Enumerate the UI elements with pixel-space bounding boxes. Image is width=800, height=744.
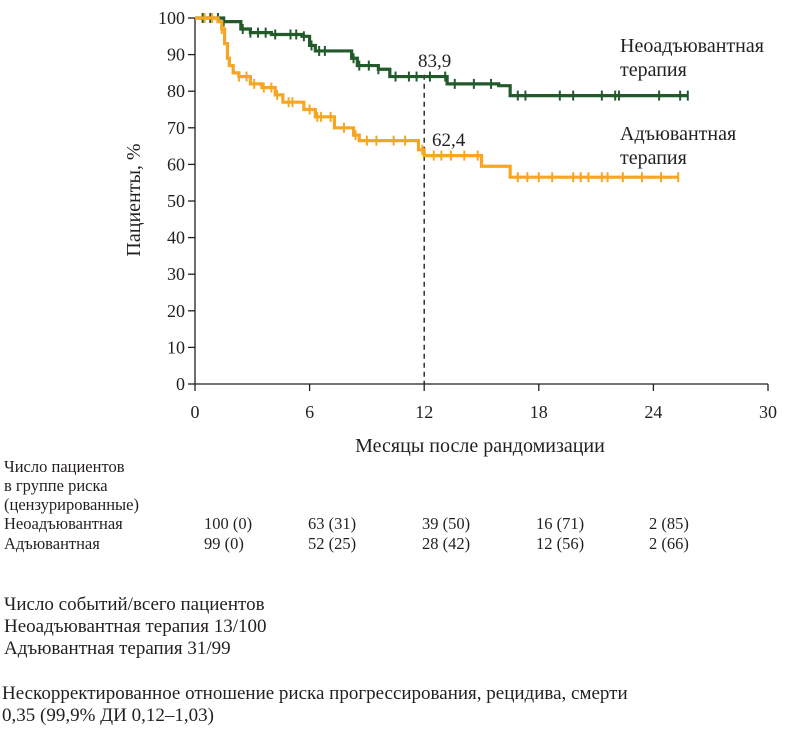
y-tick-label: 80 [167, 81, 185, 101]
hazard-ratio: Нескорректированное отношение риска прог… [2, 683, 628, 727]
x-tick-label: 6 [305, 402, 314, 422]
risk-cell: 2 (85) [649, 514, 689, 533]
risk-header-line: Число пациентов [4, 457, 125, 476]
survival-line [195, 16, 679, 179]
risk-cell: 12 (56) [536, 534, 585, 553]
risk-cell: 39 (50) [422, 514, 471, 533]
x-tick-label: 30 [759, 402, 777, 422]
hazard-line-2: 0,35 (99,9% ДИ 0,12–1,03) [2, 705, 214, 726]
risk-cell: 63 (31) [308, 514, 357, 533]
series-label: Адъювантная [620, 123, 736, 145]
y-tick-label: 10 [167, 337, 185, 357]
risk-header-line: (цензурированные) [4, 495, 139, 514]
risk-cell: 99 (0) [204, 534, 244, 553]
y-tick-label: 30 [167, 264, 185, 284]
risk-table-header: Число пациентов в группе риска (цензурир… [4, 457, 139, 514]
y-tick-label: 70 [167, 118, 185, 138]
events-neo: Неоадъювантная терапия 13/100 [4, 616, 267, 637]
axes: 0 10 20 30 40 50 60 70 80 90 100 0 6 12 18 24 30 [158, 8, 777, 422]
y-tick-label: 60 [167, 154, 185, 174]
hazard-line-1: Нескорректированное отношение риска прог… [2, 683, 628, 704]
risk-cell: 100 (0) [204, 514, 253, 533]
y-axis-label: Пациенты, % [123, 143, 145, 256]
events-adj: Адъювантная терапия 31/99 [4, 638, 231, 659]
risk-table: Число пациентов в группе риска (цензурир… [4, 457, 689, 554]
risk-row-neo: Неоадъювантная 100 (0) 63 (31) 39 (50) 1… [4, 514, 689, 534]
y-tick-label: 100 [158, 8, 185, 28]
risk-cell: 52 (25) [308, 534, 357, 553]
risk-header-line: в группе риска [4, 476, 108, 495]
risk-row-label: Адъювантная [4, 534, 100, 553]
series-label: Неоадъювантная [620, 35, 764, 57]
x-axis-label: Месяцы после рандомизации [355, 435, 605, 457]
risk-cell: 28 (42) [422, 534, 471, 553]
km-chart: 0 10 20 30 40 50 60 70 80 90 100 0 6 12 18 24 30 83,9 Нео… [123, 8, 777, 457]
y-tick-label: 90 [167, 45, 185, 65]
x-tick-label: 24 [644, 402, 662, 422]
y-tick-label: 40 [167, 228, 185, 248]
x-tick-label: 0 [191, 402, 200, 422]
risk-cell: 16 (71) [536, 514, 585, 533]
series-label: терапия [620, 147, 687, 169]
value-annotation: 62,4 [432, 130, 466, 151]
y-tick-label: 0 [176, 374, 185, 394]
x-tick-label: 12 [415, 402, 433, 422]
y-tick-label: 20 [167, 301, 185, 321]
y-tick-label: 50 [167, 191, 185, 211]
value-annotation: 83,9 [418, 51, 451, 72]
risk-row-adj: Адъювантная 99 (0) 52 (25) 28 (42) 12 (5… [4, 534, 689, 554]
events-summary: Число событий/всего пациентов Неоадъюван… [4, 594, 267, 660]
series-label: терапия [620, 59, 687, 81]
risk-cell: 2 (66) [649, 534, 689, 553]
risk-row-label: Неоадъювантная [4, 514, 123, 533]
events-title: Число событий/всего пациентов [4, 594, 265, 615]
x-tick-label: 18 [530, 402, 548, 422]
